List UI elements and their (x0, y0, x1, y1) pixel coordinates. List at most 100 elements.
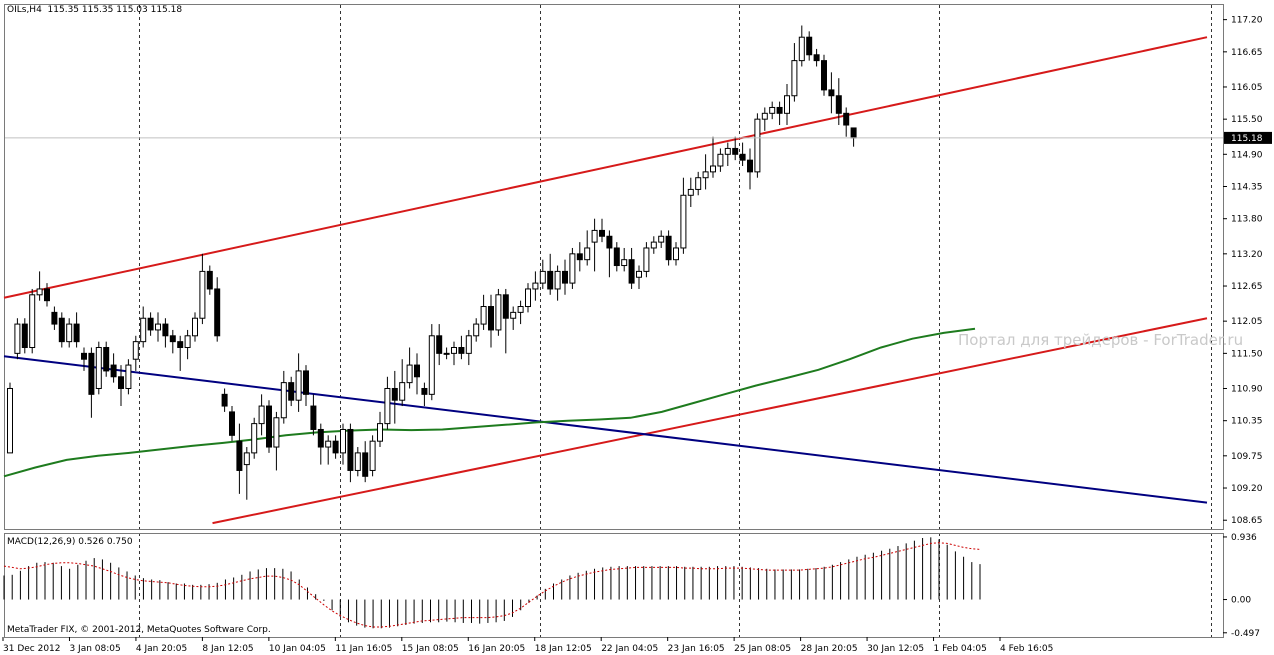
candle (140, 306, 147, 348)
candle (828, 72, 835, 114)
price-pane[interactable]: 115.18 (3, 25, 1272, 525)
candle (636, 265, 642, 289)
price-tick-label: 111.50 (1231, 349, 1263, 359)
candle (739, 142, 746, 167)
candle-body (88, 352, 95, 395)
candle-body (310, 405, 317, 430)
macd-tick-label: 0.936 (1231, 533, 1257, 543)
candle (51, 306, 58, 330)
candle (451, 341, 457, 366)
candle (421, 382, 428, 407)
copyright-text: MetaTrader FIX, © 2001-2012, MetaQuotes … (7, 625, 271, 635)
candle (147, 312, 154, 336)
trendlines[interactable] (3, 36, 1208, 525)
candle (399, 359, 406, 407)
candle-body (58, 317, 65, 343)
candle (406, 347, 413, 389)
macd-pane[interactable] (3, 537, 981, 629)
moving-average-layer (3, 327, 976, 478)
candle-body (554, 270, 561, 290)
time-tick-label: 28 Jan 20:05 (801, 644, 858, 654)
candle (428, 324, 435, 401)
price-tick-label: 114.90 (1231, 150, 1263, 160)
candle-body (517, 306, 524, 313)
price-tick-label: 109.75 (1231, 452, 1263, 462)
candle (695, 171, 702, 196)
macd-histogram (3, 537, 981, 629)
candle (58, 312, 65, 348)
current-price-box (1224, 131, 1272, 144)
time-tick-label: 4 Feb 16:05 (1000, 644, 1053, 654)
candle-body (125, 364, 132, 389)
candle (192, 312, 198, 342)
candle (717, 148, 724, 172)
candle (214, 277, 221, 342)
candle-body (147, 317, 154, 331)
time-tick-label: 11 Jan 16:05 (335, 644, 392, 654)
candle (369, 435, 376, 477)
candle (443, 347, 450, 360)
candle (184, 329, 191, 360)
candle (710, 136, 716, 178)
candle-body (843, 112, 850, 126)
candle-body (184, 335, 191, 349)
candle (177, 335, 184, 371)
candle-body (177, 341, 184, 349)
price-tick-label: 110.90 (1231, 384, 1263, 394)
candle (295, 353, 302, 412)
candle-body (761, 112, 768, 120)
candle-body (806, 36, 813, 56)
candle-body (576, 253, 583, 261)
candle-body (7, 387, 13, 454)
candle-body (95, 347, 102, 389)
candle-body (155, 323, 161, 331)
price-tick-label: 108.65 (1231, 516, 1263, 526)
candle (132, 335, 139, 371)
candle (14, 318, 21, 360)
candle-body (724, 147, 731, 155)
candle (606, 230, 613, 278)
candle (724, 142, 731, 167)
candle (414, 353, 420, 395)
price-tick-label: 116.05 (1231, 83, 1263, 93)
candle-body (29, 294, 36, 349)
candle (613, 242, 620, 272)
candle-body (377, 423, 383, 442)
candle (169, 329, 176, 354)
price-tick-label: 116.65 (1231, 48, 1263, 58)
candle (510, 306, 517, 330)
candle-body (732, 147, 739, 155)
candle (532, 271, 539, 301)
candle (798, 25, 805, 67)
time-tick-label: 10 Jan 04:05 (269, 644, 326, 654)
candle (436, 324, 443, 366)
candle (125, 359, 132, 395)
price-tick-label: 115.50 (1231, 115, 1263, 125)
candle (599, 218, 605, 243)
candle-body (421, 387, 428, 395)
candle-body (414, 364, 420, 378)
candle-body (717, 153, 724, 167)
candle-body (458, 347, 465, 354)
candle (517, 300, 524, 325)
macd-tick-label: 0.00 (1231, 596, 1251, 606)
candle (525, 283, 531, 313)
candle-body (332, 440, 339, 454)
candle (488, 294, 494, 348)
candle (73, 312, 80, 348)
candle-body (280, 382, 287, 419)
candle-body (813, 54, 820, 62)
candle (280, 370, 287, 424)
chart-title: OILs,H4 115.35 115.35 115.03 115.18 (7, 5, 183, 15)
candle-body (362, 452, 369, 477)
candle (562, 259, 568, 295)
candle-body (118, 376, 124, 389)
candle-body (643, 247, 650, 272)
candle-body (739, 153, 746, 161)
candle-body (710, 165, 716, 173)
candle-body (613, 247, 620, 267)
time-tick-label: 16 Jan 20:05 (468, 644, 525, 654)
candle (310, 394, 317, 436)
candle (36, 271, 43, 301)
